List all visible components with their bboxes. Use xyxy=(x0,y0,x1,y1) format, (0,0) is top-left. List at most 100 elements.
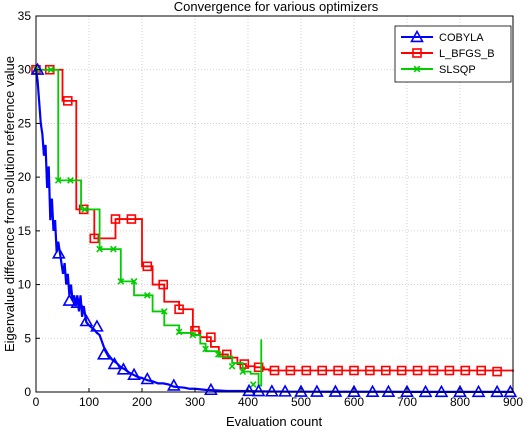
x-tick-label: 200 xyxy=(132,395,152,409)
data-point-cobyla xyxy=(278,384,292,397)
data-point-l_bfgs_b xyxy=(301,365,312,376)
x-axis-title: Evaluation count xyxy=(226,414,323,429)
data-point-slsqp xyxy=(143,291,151,299)
data-point-slsqp xyxy=(54,177,62,184)
data-point-cobyla xyxy=(96,347,111,360)
data-point-l_bfgs_b xyxy=(269,365,280,376)
x-tick-label: 800 xyxy=(450,395,470,409)
data-point-cobyla xyxy=(328,384,343,397)
data-point-cobyla xyxy=(127,367,141,381)
data-point-slsqp xyxy=(249,381,257,388)
data-point-slsqp xyxy=(130,277,138,285)
series-layer xyxy=(30,62,518,398)
data-point-l_bfgs_b xyxy=(476,365,487,376)
data-point-cobyla xyxy=(242,383,256,397)
data-point-l_bfgs_b xyxy=(62,96,73,106)
y-tick-label: 35 xyxy=(18,9,32,23)
data-point-l_bfgs_b xyxy=(396,365,407,376)
y-tick-label: 15 xyxy=(18,224,32,238)
data-point-slsqp xyxy=(67,177,74,184)
data-point-slsqp xyxy=(214,351,222,358)
data-point-l_bfgs_b xyxy=(444,365,455,376)
data-point-slsqp xyxy=(47,66,55,74)
data-point-cobyla xyxy=(140,371,155,385)
data-point-slsqp xyxy=(189,331,197,339)
y-tick-label: 20 xyxy=(18,170,32,184)
legend-marker xyxy=(412,48,422,58)
x-tick-label: 300 xyxy=(185,395,205,409)
data-point-cobyla xyxy=(107,356,122,370)
data-point-slsqp xyxy=(96,245,103,253)
y-tick-label: 10 xyxy=(18,278,32,292)
data-point-cobyla xyxy=(310,384,324,397)
data-point-l_bfgs_b xyxy=(412,365,423,376)
data-point-l_bfgs_b xyxy=(174,304,184,315)
data-point-cobyla xyxy=(51,246,66,259)
x-tick-label: 0 xyxy=(33,395,40,409)
series-line-slsqp xyxy=(36,68,263,387)
data-point-l_bfgs_b xyxy=(239,359,250,369)
legend-marker xyxy=(413,65,421,73)
y-tick-label: 30 xyxy=(18,63,32,77)
x-tick-label: 900 xyxy=(503,395,523,409)
data-point-cobyla xyxy=(70,295,85,309)
data-point-cobyla xyxy=(79,313,94,327)
plot-frame xyxy=(35,15,514,393)
data-point-cobyla xyxy=(30,62,45,75)
x-tick-label: 600 xyxy=(344,395,364,409)
x-tick-label: 100 xyxy=(79,395,99,409)
y-tick-label: 0 xyxy=(24,385,31,399)
data-point-cobyla xyxy=(116,362,131,375)
tick-layer: 0 100 200 300 400 500 600 700 800 900 0 5 10 15 20 25 30… xyxy=(18,9,524,409)
y-tick-label: 5 xyxy=(24,331,31,345)
data-point-cobyla xyxy=(381,384,396,397)
data-point-cobyla xyxy=(434,384,449,398)
data-point-l_bfgs_b xyxy=(110,214,121,224)
data-point-l_bfgs_b xyxy=(222,349,232,360)
legend-marker xyxy=(410,29,424,43)
x-tick-label: 700 xyxy=(397,395,417,409)
data-point-cobyla xyxy=(294,384,308,397)
series-cobyla xyxy=(30,62,518,398)
data-point-slsqp xyxy=(117,277,125,285)
data-point-cobyla xyxy=(453,384,467,398)
series-slsqp xyxy=(32,66,263,388)
data-point-l_bfgs_b xyxy=(142,261,153,272)
data-point-l_bfgs_b xyxy=(428,365,439,376)
data-point-slsqp xyxy=(110,245,117,253)
data-point-cobyla xyxy=(347,384,361,397)
data-point-l_bfgs_b xyxy=(126,214,137,224)
data-point-cobyla xyxy=(90,319,104,332)
data-point-slsqp xyxy=(239,368,247,375)
data-point-l_bfgs_b xyxy=(89,233,100,244)
data-point-cobyla xyxy=(62,293,77,306)
y-axis-title: Eigenvalue difference from solution refe… xyxy=(2,56,17,352)
x-tick-label: 500 xyxy=(291,395,311,409)
legend-label: L_BFGS_B xyxy=(439,48,495,60)
data-point-slsqp xyxy=(202,345,209,353)
legend-label: SLSQP xyxy=(439,64,476,76)
data-point-cobyla xyxy=(204,382,218,396)
legend: COBYLA L_BFGS_B SLSQP xyxy=(394,25,512,83)
data-point-l_bfgs_b xyxy=(333,365,343,376)
y-tick-label: 25 xyxy=(18,116,32,130)
data-point-cobyla xyxy=(400,384,414,397)
data-point-l_bfgs_b xyxy=(317,365,328,376)
data-point-cobyla xyxy=(264,384,279,397)
data-point-l_bfgs_b xyxy=(253,362,264,373)
data-point-l_bfgs_b xyxy=(158,279,168,290)
data-point-l_bfgs_b xyxy=(460,365,471,376)
data-point-l_bfgs_b xyxy=(365,365,375,376)
data-point-cobyla xyxy=(418,384,433,398)
data-point-slsqp xyxy=(160,308,168,315)
data-point-slsqp xyxy=(175,328,183,336)
data-point-cobyla xyxy=(471,384,486,398)
data-point-l_bfgs_b xyxy=(380,365,391,376)
data-point-l_bfgs_b xyxy=(349,365,359,376)
data-point-l_bfgs_b xyxy=(492,366,502,377)
data-point-slsqp xyxy=(228,362,236,370)
chart-title: Convergence for various optimizers xyxy=(174,0,379,14)
data-point-l_bfgs_b xyxy=(206,332,216,343)
